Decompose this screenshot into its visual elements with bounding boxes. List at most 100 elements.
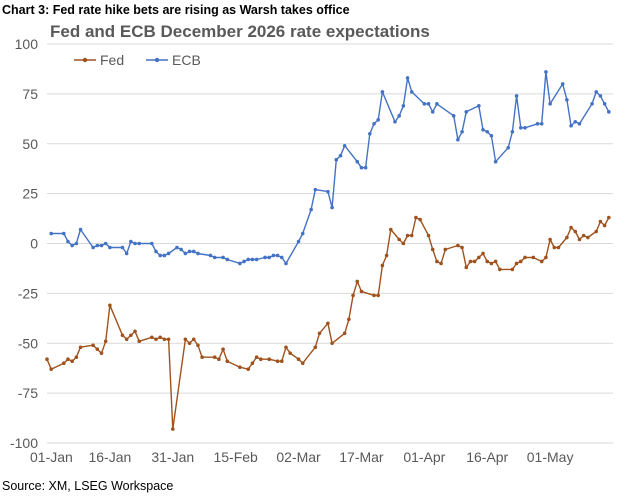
data-point	[426, 102, 431, 106]
x-tick-label: 31-Jan	[151, 449, 194, 465]
y-tick-label: 75	[22, 86, 38, 102]
data-point	[355, 279, 360, 284]
data-point	[183, 251, 188, 256]
y-axis: -100 -75 -50 -25 0 25 50 75 100	[10, 36, 38, 451]
data-point	[108, 245, 112, 250]
data-point	[573, 229, 578, 234]
data-point	[355, 159, 360, 164]
data-point	[61, 361, 66, 366]
series-line	[51, 71, 610, 265]
data-point	[472, 259, 477, 264]
data-point	[246, 257, 251, 262]
legend-marker	[82, 57, 88, 63]
data-point	[275, 253, 280, 258]
x-axis: 01-Jan 16-Jan 31-Jan 15-Feb 02-Mar 17-Mar 01-A…	[30, 449, 573, 465]
y-tick-label: -100	[10, 435, 38, 451]
data-point	[313, 187, 318, 192]
data-point	[225, 257, 230, 262]
data-point	[137, 241, 142, 246]
data-point	[254, 355, 259, 360]
data-point	[284, 261, 288, 266]
data-point	[300, 231, 305, 236]
series-layer	[45, 70, 611, 431]
data-point	[518, 125, 523, 130]
data-point	[166, 251, 171, 256]
data-point	[539, 259, 544, 264]
y-tick-label: 50	[22, 136, 38, 152]
data-point	[347, 317, 351, 322]
data-point	[477, 104, 481, 108]
data-point	[544, 255, 548, 260]
data-point	[451, 114, 456, 118]
data-point	[414, 215, 418, 220]
data-point	[485, 259, 490, 264]
data-point	[493, 259, 498, 264]
data-point	[133, 329, 137, 334]
data-point	[548, 237, 552, 242]
data-point	[342, 143, 347, 148]
data-point	[443, 247, 448, 252]
data-point	[607, 215, 611, 220]
data-point	[586, 235, 590, 240]
data-point	[175, 245, 179, 250]
data-point	[430, 110, 435, 114]
data-point	[191, 337, 196, 342]
data-point	[489, 261, 494, 266]
x-tick-label: 01-May	[527, 449, 574, 465]
data-point	[221, 255, 225, 260]
data-point	[158, 253, 162, 258]
data-point	[388, 227, 393, 232]
data-point	[460, 245, 464, 250]
data-point	[166, 337, 171, 342]
x-tick-label: 17-Mar	[339, 449, 384, 465]
data-point	[405, 233, 410, 238]
data-point	[489, 133, 494, 138]
data-point	[435, 102, 439, 106]
data-point	[66, 239, 70, 244]
data-point	[401, 104, 406, 108]
data-point	[409, 233, 414, 238]
data-point	[309, 207, 313, 212]
data-point	[158, 335, 162, 340]
data-point	[103, 241, 108, 246]
data-point	[464, 265, 469, 270]
x-tick-label: 01-Jan	[30, 449, 73, 465]
data-point	[485, 129, 490, 134]
data-point	[514, 261, 519, 266]
data-point	[279, 255, 284, 260]
data-point	[602, 223, 607, 228]
data-point	[363, 165, 368, 170]
data-point	[74, 355, 79, 360]
data-point	[523, 125, 527, 130]
data-point	[380, 90, 385, 94]
y-tick-label: 100	[15, 36, 39, 52]
data-point	[300, 361, 305, 366]
data-point	[560, 82, 565, 86]
data-point	[61, 231, 66, 236]
data-point	[120, 245, 125, 250]
x-tick-label: 01-Apr	[403, 449, 445, 465]
data-point	[238, 261, 242, 266]
data-point	[577, 237, 582, 242]
data-point	[103, 339, 108, 344]
data-point	[351, 293, 355, 298]
data-point	[170, 427, 175, 431]
data-point	[120, 333, 125, 338]
data-point	[393, 120, 397, 124]
data-point	[510, 129, 515, 134]
data-point	[187, 249, 192, 254]
series-ecb	[49, 70, 611, 266]
data-point	[342, 331, 347, 336]
data-point	[376, 118, 381, 122]
data-point	[66, 357, 70, 362]
data-point	[78, 227, 83, 232]
data-point	[133, 241, 137, 246]
data-point	[531, 255, 536, 260]
data-point	[418, 217, 422, 222]
data-point	[569, 123, 573, 128]
data-point	[154, 249, 158, 254]
data-point	[359, 289, 364, 294]
y-tick-label: 25	[22, 186, 38, 202]
data-point	[590, 102, 594, 106]
data-point	[250, 257, 255, 262]
